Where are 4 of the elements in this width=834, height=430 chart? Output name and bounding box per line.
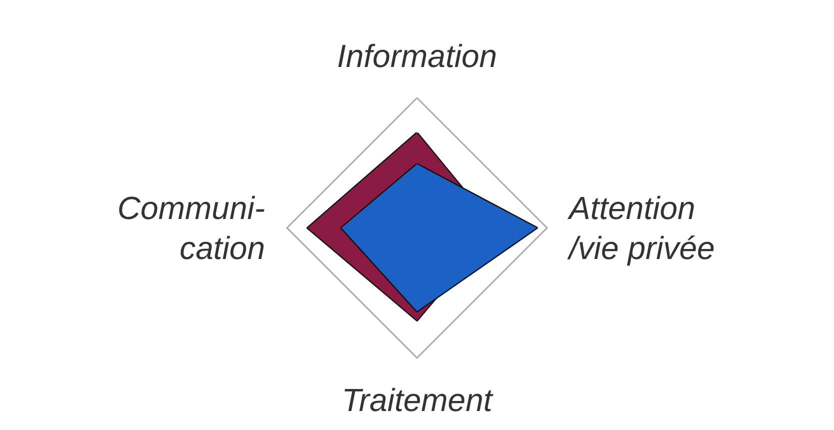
spoke-label: Communi- cation (117, 190, 265, 266)
spoke-label: Traitement (342, 382, 494, 418)
spoke-label: Information (336, 38, 498, 74)
spoke-label: Attention /vie privée (567, 190, 715, 266)
